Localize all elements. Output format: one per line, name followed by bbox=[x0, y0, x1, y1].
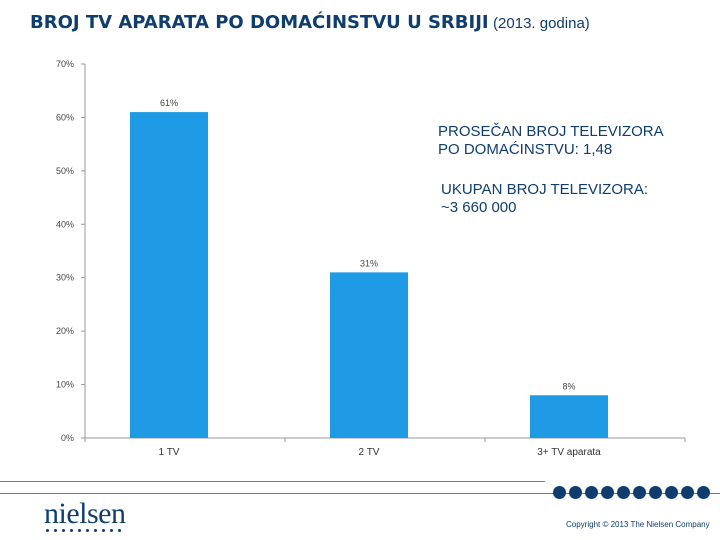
average-annotation-line1: PROSEČAN BROJ TELEVIZORA bbox=[438, 123, 664, 140]
footer-divider bbox=[0, 493, 720, 494]
y-tick-label: 70% bbox=[56, 59, 74, 69]
y-tick-label: 20% bbox=[56, 326, 74, 336]
average-annotation-line2: PO DOMAĆINSTVU: 1,48 bbox=[438, 141, 613, 158]
total-annotation-line2: ~3 660 000 bbox=[441, 199, 517, 216]
data-label: 8% bbox=[562, 381, 575, 391]
nielsen-logo: nielsen bbox=[44, 497, 126, 530]
data-label: 61% bbox=[160, 98, 178, 108]
total-annotation-line1: UKUPAN BROJ TELEVIZORA: bbox=[441, 181, 648, 198]
y-tick-label: 10% bbox=[56, 380, 74, 390]
y-tick-label: 0% bbox=[61, 433, 74, 443]
total-annotation: UKUPAN BROJ TELEVIZORA: ~3 660 000 bbox=[441, 181, 648, 217]
bar bbox=[130, 112, 208, 438]
copyright-text: Copyright © 2013 The Nielsen Company bbox=[566, 520, 710, 529]
data-label: 31% bbox=[360, 258, 378, 268]
chart-title-main: BROJ TV APARATA PO DOMAĆINSTVU U SRBIJI bbox=[30, 12, 489, 33]
y-tick-label: 60% bbox=[56, 112, 74, 122]
y-tick-label: 30% bbox=[56, 273, 74, 283]
bar-chart: 0% 10% 20% 30% 40% 50% 60% 70% 61% 1 TV 31% 2 TV 8% 3… bbox=[56, 59, 686, 458]
chart-title: BROJ TV APARATA PO DOMAĆINSTVU U SRBIJI … bbox=[30, 12, 590, 33]
logo-dots-decoration bbox=[46, 529, 121, 532]
x-tick-label: 3+ TV aparata bbox=[537, 447, 601, 458]
average-annotation: PROSEČAN BROJ TELEVIZORA PO DOMAĆINSTVU:… bbox=[438, 123, 664, 159]
bar bbox=[330, 272, 408, 438]
x-tick-label: 1 TV bbox=[159, 447, 180, 458]
chart-title-sub: (2013. godina) bbox=[493, 15, 590, 32]
footer-dots-decoration bbox=[553, 486, 710, 499]
footer-divider-upper bbox=[0, 481, 545, 482]
y-tick-label: 50% bbox=[56, 166, 74, 176]
bar bbox=[530, 395, 608, 438]
x-tick-label: 2 TV bbox=[359, 447, 380, 458]
y-tick-label: 40% bbox=[56, 219, 74, 229]
